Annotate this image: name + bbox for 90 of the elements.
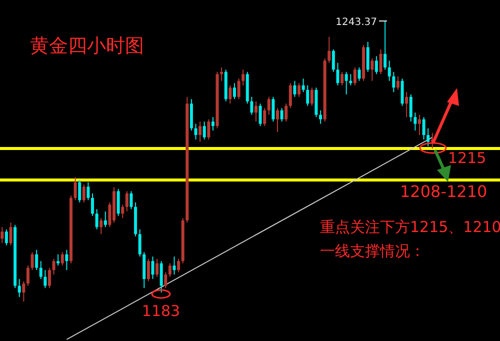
candlestick [48,267,51,289]
candlestick [298,82,301,98]
candlestick [74,176,77,201]
candlestick [100,218,103,235]
candlestick [86,182,90,201]
candlestick [202,121,206,140]
candlestick [328,36,331,64]
candlestick [156,258,159,278]
candlestick [146,258,150,282]
candlestick [44,270,47,289]
candlestick [267,96,270,116]
candlestick [0,226,4,244]
candlestick [207,118,210,140]
candlestick [130,190,133,210]
candlestick [263,108,266,127]
candlestick [194,123,198,140]
candlestick [384,20,387,70]
candlestick [90,192,94,216]
candlestick [426,128,430,147]
candlestick [284,103,288,122]
candlestick [370,58,374,82]
candlestick [237,78,240,100]
candlestick [4,228,8,246]
candlestick [116,188,120,216]
candlestick [332,48,335,72]
candlestick [198,121,202,142]
text: 1215 [448,149,486,167]
annotation: 重点关注下方1215、1210 [320,218,500,236]
candlestick [9,222,12,246]
candlestick [242,69,245,86]
candlestick [353,66,356,86]
candlestick [302,78,305,93]
candlestick [30,252,34,271]
candlestick [95,208,98,230]
candlestick [366,41,370,72]
annotation: 1243.37 [336,17,377,28]
candlestick [65,249,68,271]
candlestick [306,84,310,106]
candlestick [280,108,284,122]
candlestick [340,71,344,86]
text: 黄金四小时图 [30,35,144,57]
candlestick [232,82,236,100]
candlestick [422,116,426,140]
candlestick [400,78,404,106]
candlestick [52,258,56,276]
candlestick [160,260,163,294]
candlestick [18,278,21,298]
candlestick [250,96,254,116]
candlestick [82,184,86,203]
candlestick [254,100,258,122]
candlestick [168,262,172,278]
candlestick [293,80,296,98]
candlestick [56,254,60,266]
candlestick [374,56,378,75]
candlestick [414,112,417,132]
candlestick [336,62,340,86]
candlestick [392,71,396,93]
candlestick [388,60,391,82]
candlestick [104,210,107,228]
text: 1183 [142,302,180,320]
candlestick [319,110,322,124]
candlestick [60,252,64,266]
candlestick [35,249,38,271]
candlestick [344,71,348,95]
candlestick [288,82,292,109]
candlestick [276,108,280,132]
candlestick [172,256,176,276]
annotation: 1208-1210 [400,182,488,201]
candlestick [211,116,214,132]
candlestick [177,258,180,273]
candlestick [310,87,314,106]
candlestick [358,66,361,82]
candlestick [379,48,382,75]
candlestick [228,84,232,104]
candlestick [121,204,124,219]
candlestick [405,92,408,118]
candlestick [78,179,82,203]
candlestick [26,265,30,286]
candlestick [409,94,412,122]
candlestick [22,280,26,302]
candlestick [258,103,262,127]
candlestick [39,260,42,280]
candlestick [125,190,128,212]
candlestick [418,114,421,136]
candlestick [164,272,168,289]
candlestick [272,96,275,122]
candlestick [396,76,400,90]
annotation: 一线支撑情况： [320,242,425,260]
candlestick [138,228,142,258]
candlestick [151,256,154,280]
